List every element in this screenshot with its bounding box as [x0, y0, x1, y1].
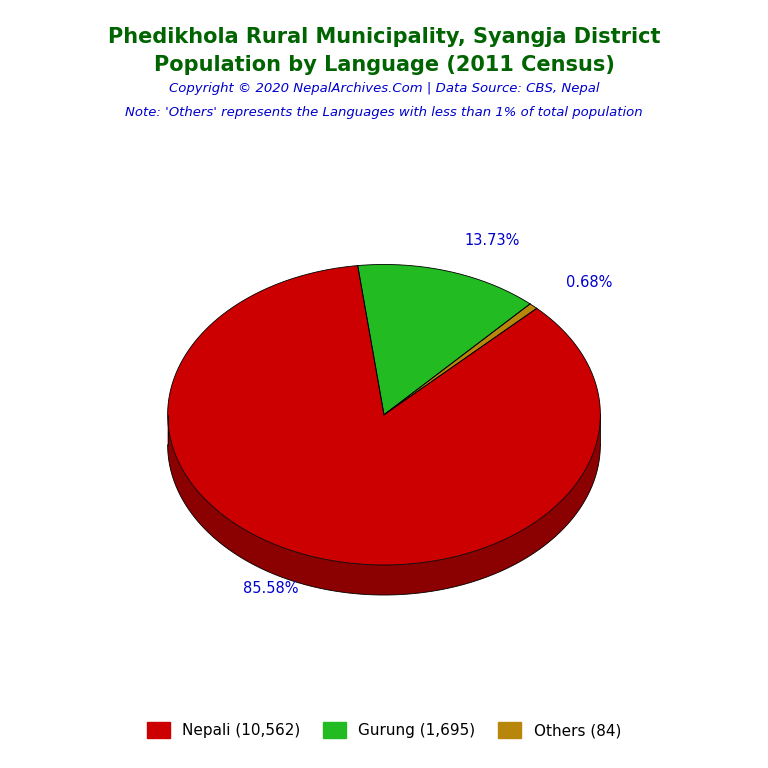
Polygon shape	[167, 266, 601, 565]
Polygon shape	[167, 415, 601, 595]
Polygon shape	[358, 264, 530, 415]
Text: Copyright © 2020 NepalArchives.Com | Data Source: CBS, Nepal: Copyright © 2020 NepalArchives.Com | Dat…	[169, 82, 599, 95]
Legend: Nepali (10,562), Gurung (1,695), Others (84): Nepali (10,562), Gurung (1,695), Others …	[141, 716, 627, 744]
Text: 13.73%: 13.73%	[465, 233, 520, 247]
Polygon shape	[384, 304, 537, 415]
Text: 85.58%: 85.58%	[243, 581, 298, 596]
Text: Phedikhola Rural Municipality, Syangja District: Phedikhola Rural Municipality, Syangja D…	[108, 27, 660, 47]
Text: Note: 'Others' represents the Languages with less than 1% of total population: Note: 'Others' represents the Languages …	[125, 106, 643, 119]
Text: 0.68%: 0.68%	[566, 275, 613, 290]
Text: Population by Language (2011 Census): Population by Language (2011 Census)	[154, 55, 614, 75]
